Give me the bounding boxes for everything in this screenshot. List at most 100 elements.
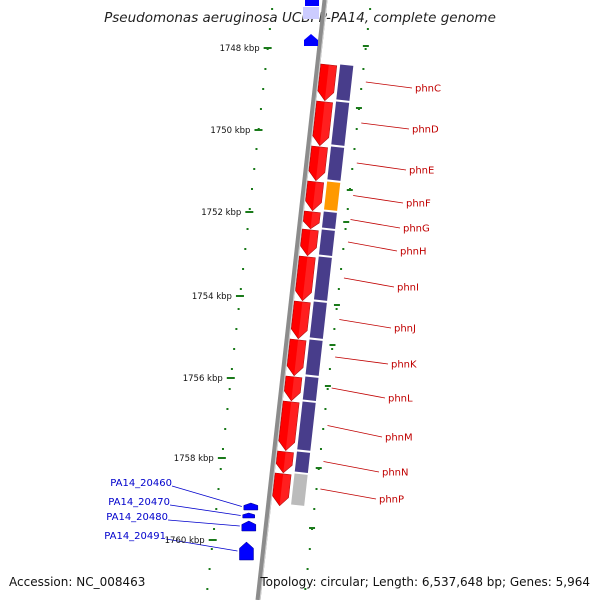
gene-arrow[interactable]: [272, 472, 292, 507]
reverse-gene-leader: [171, 485, 242, 507]
gene-leader-line: [331, 387, 386, 399]
gene-phnK[interactable]: [286, 338, 307, 377]
gene-leader-line: [356, 162, 407, 171]
gene-arrow[interactable]: [312, 100, 333, 147]
guide-dot: [237, 308, 240, 310]
guide-dot: [328, 368, 331, 370]
gene-label[interactable]: phnL: [388, 394, 413, 405]
guide-dot: [259, 108, 262, 110]
gene-phnE[interactable]: [308, 145, 328, 182]
guide-dot: [253, 168, 256, 170]
guide-dot: [337, 288, 340, 290]
gene-label[interactable]: phnF: [406, 199, 431, 210]
gene-arrow[interactable]: [275, 450, 294, 474]
gene-label[interactable]: phnP: [379, 495, 404, 506]
gene-leader-line: [353, 195, 404, 204]
gene-label[interactable]: phnM: [385, 433, 413, 444]
reverse-gene-label[interactable]: PA14_20491: [104, 531, 166, 542]
track-segment: [335, 63, 355, 102]
gene-phnN[interactable]: [275, 450, 294, 474]
genome-backbone: [255, 0, 328, 600]
guide-dot: [255, 148, 258, 150]
gene-arrow[interactable]: [283, 375, 303, 402]
gene-phnH[interactable]: [300, 228, 319, 257]
guide-dot: [306, 568, 309, 570]
gene-arrow[interactable]: [278, 400, 300, 452]
guide-dot: [246, 228, 249, 230]
gene-phnC[interactable]: [317, 63, 338, 102]
genome-stats: Topology: circular; Length: 6,537,648 bp…: [260, 575, 590, 589]
gene-leader-line: [361, 122, 410, 130]
track-segment: [323, 180, 342, 212]
gene-label[interactable]: phnH: [400, 247, 427, 258]
reverse-gene-arrow-partial: [305, 0, 319, 6]
gene-arrow-shade: [302, 256, 316, 301]
gene-arrow[interactable]: [286, 338, 307, 377]
guide-dot: [344, 228, 347, 230]
gene-arrow[interactable]: [305, 180, 325, 212]
gene-arrow-shade: [310, 211, 321, 229]
gene-arrow[interactable]: [302, 210, 321, 230]
gene-arrow[interactable]: [317, 63, 338, 102]
guide-dot: [324, 408, 327, 410]
track-block: [304, 338, 324, 377]
gene-arrow[interactable]: [290, 300, 311, 340]
guide-dot: [242, 268, 245, 270]
reverse-gene-arrow[interactable]: [241, 520, 257, 532]
kbp-tick-label: 1750 kbp: [210, 126, 250, 136]
reverse-gene-label[interactable]: PA14_20480: [106, 512, 168, 523]
gene-phnM[interactable]: [278, 400, 300, 452]
guide-dot: [308, 548, 311, 550]
gene-phnL[interactable]: [283, 375, 303, 402]
guide-dot: [264, 68, 267, 70]
reverse-gene-arrow[interactable]: [242, 512, 255, 519]
guide-dot: [226, 408, 229, 410]
gene-phnJ[interactable]: [290, 300, 311, 340]
gene-phnG[interactable]: [302, 210, 321, 230]
guide-dot: [351, 168, 354, 170]
gene-leader-line: [339, 319, 392, 329]
gene-label[interactable]: phnK: [391, 360, 417, 371]
reverse-gene-label[interactable]: PA14_20460: [110, 478, 172, 489]
guide-dot: [228, 388, 231, 390]
gene-arrow[interactable]: [308, 145, 328, 182]
guide-dot: [322, 428, 325, 430]
track-block: [296, 400, 317, 452]
track-segment: [293, 450, 311, 474]
backbone-highlight: [259, 0, 328, 600]
kbp-tick-label: 1748 kbp: [220, 44, 260, 54]
gene-arrow[interactable]: [295, 255, 316, 302]
reverse-gene-label[interactable]: PA14_20470: [108, 497, 170, 508]
gene-leader-line: [365, 81, 413, 89]
kbp-tick-label: 1760 kbp: [165, 536, 205, 546]
backbone-line: [255, 0, 328, 600]
reverse-gene-leader: [169, 504, 241, 516]
gene-label[interactable]: phnC: [415, 84, 441, 95]
gene-arrow[interactable]: [300, 228, 319, 257]
gene-labels: phnC phnD phnE phnF phnG phnH phnI phnJ phnK phnL…: [320, 81, 441, 506]
gene-phnF[interactable]: [305, 180, 325, 212]
gene-label[interactable]: phnN: [382, 468, 409, 479]
reverse-gene-arrow[interactable]: [243, 502, 259, 511]
reverse-gene-arrow-partial: [304, 34, 318, 46]
gene-phnI[interactable]: [295, 255, 316, 302]
gene-phnP[interactable]: [272, 472, 292, 507]
gene-phnD[interactable]: [312, 100, 333, 147]
feature-partial: [303, 7, 319, 19]
kbp-ticks: 1748 kbp 1750 kbp 1752 kbp 1754 kbp 1756 kbp…: [165, 44, 369, 546]
guide-dot: [366, 28, 369, 30]
gene-label[interactable]: phnD: [412, 125, 439, 136]
guide-dot: [233, 348, 236, 350]
gene-label[interactable]: phnE: [409, 166, 434, 177]
track-block: [326, 145, 346, 182]
gene-label[interactable]: phnG: [403, 224, 430, 235]
gene-label[interactable]: phnJ: [394, 324, 416, 335]
guide-dot: [271, 8, 274, 10]
guide-dot: [335, 308, 338, 310]
guide-dot: [331, 348, 334, 350]
kbp-tick-label: 1758 kbp: [174, 454, 214, 464]
guide-dot: [346, 208, 349, 210]
guide-dot: [333, 328, 336, 330]
gene-label[interactable]: phnI: [397, 283, 419, 294]
reverse-gene-arrow[interactable]: [239, 541, 254, 561]
